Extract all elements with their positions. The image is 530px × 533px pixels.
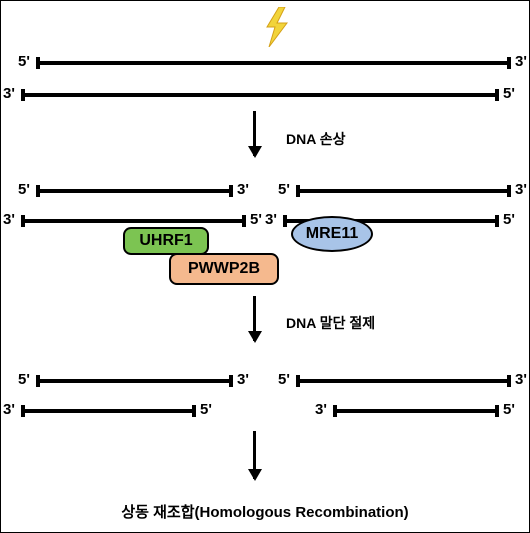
strand-end-label: 3' [515, 53, 527, 70]
strand-tick [21, 89, 25, 101]
strand-tick [283, 215, 287, 227]
strand-end-label: 3' [515, 181, 527, 198]
strand-end-label: 5' [18, 53, 30, 70]
strand-end-label: 3' [515, 371, 527, 388]
lightning-bolt-icon [261, 7, 293, 47]
strand-tick [495, 405, 499, 417]
stage1-top-strand [36, 61, 511, 65]
strand-tick [495, 89, 499, 101]
strand-end-label: 5' [503, 211, 515, 228]
strand-tick [229, 185, 233, 197]
strand-end-label: 3' [237, 371, 249, 388]
strand-end-label: 5' [278, 371, 290, 388]
strand-tick [333, 405, 337, 417]
strand-tick [21, 215, 25, 227]
strand-end-label: 5' [200, 401, 212, 418]
strand-end-label: 5' [503, 401, 515, 418]
arrow-resection [253, 296, 256, 341]
final-step-label: 상동 재조합(Homologous Recombination) [1, 501, 529, 522]
strand-tick [296, 185, 300, 197]
strand-end-label: 5' [18, 371, 30, 388]
arrow-damage [253, 111, 256, 156]
strand-end-label: 3' [3, 85, 15, 102]
stage1-bottom-strand [21, 93, 499, 97]
protein-uhrf1: UHRF1 [123, 227, 209, 255]
stage3-left-bottom-strand [21, 409, 196, 413]
stage3-right-bottom-strand [333, 409, 499, 413]
strand-tick [192, 405, 196, 417]
stage3-left-top-strand [36, 379, 233, 383]
strand-tick [242, 215, 246, 227]
strand-tick [36, 375, 40, 387]
strand-end-label: 3' [237, 181, 249, 198]
strand-end-label: 3' [3, 401, 15, 418]
arrow-final [253, 431, 256, 479]
strand-end-label: 5' [503, 85, 515, 102]
strand-tick [495, 215, 499, 227]
protein-pwwp2b: PWWP2B [169, 253, 279, 285]
stage2-left-bottom-strand [21, 219, 246, 223]
strand-end-label: 3' [3, 211, 15, 228]
strand-tick [507, 57, 511, 69]
step-label-damage: DNA 손상 [286, 129, 345, 149]
strand-tick [36, 57, 40, 69]
protein-mre11: MRE11 [291, 216, 373, 252]
stage3-right-top-strand [296, 379, 511, 383]
strand-end-label: 5' [278, 181, 290, 198]
strand-end-label: 3' [265, 211, 277, 228]
strand-tick [229, 375, 233, 387]
strand-end-label: 3' [315, 401, 327, 418]
stage2-left-top-strand [36, 189, 233, 193]
strand-tick [507, 185, 511, 197]
strand-end-label: 5' [250, 211, 262, 228]
strand-end-label: 5' [18, 181, 30, 198]
step-label-resection: DNA 말단 절제 [286, 313, 375, 333]
strand-tick [296, 375, 300, 387]
stage2-right-top-strand [296, 189, 511, 193]
strand-tick [507, 375, 511, 387]
strand-tick [36, 185, 40, 197]
strand-tick [21, 405, 25, 417]
